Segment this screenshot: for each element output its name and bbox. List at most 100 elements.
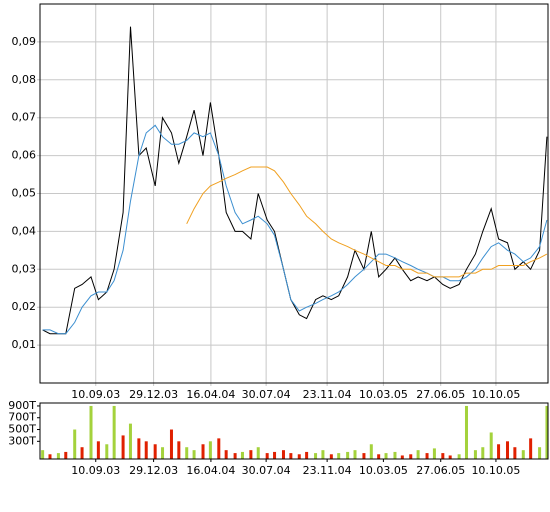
volume-bar <box>273 451 277 459</box>
x-tick-label: 10.10.05 <box>471 388 520 401</box>
volume-bar <box>137 438 141 459</box>
volume-bar <box>265 453 269 459</box>
volume-bar <box>441 453 445 459</box>
x-tick-label: 29.12.03 <box>129 388 178 401</box>
volume-bar <box>384 453 388 459</box>
price-line <box>42 26 548 335</box>
volume-bar <box>217 438 221 459</box>
volume-bar <box>457 454 461 459</box>
y-tick-label: 900T <box>8 399 36 412</box>
volume-bar <box>80 447 84 459</box>
y-tick-label: 0,03 <box>12 262 37 275</box>
volume-bar <box>73 429 77 459</box>
volume-bar <box>169 429 173 459</box>
volume-bar <box>233 453 237 459</box>
plot-frame <box>39 3 549 384</box>
volume-bar <box>400 455 404 459</box>
volume-bar <box>353 450 357 459</box>
price-line <box>42 124 548 335</box>
x-tick-label: 10.09.03 <box>71 388 120 401</box>
volume-bar <box>112 405 116 459</box>
volume-bar <box>177 441 181 459</box>
y-tick-label: 0,07 <box>12 111 37 124</box>
x-tick-label: 16.04.04 <box>186 388 235 401</box>
y-tick-label: 500T <box>8 423 36 436</box>
volume-bar <box>409 454 413 459</box>
x-tick-label: 27.06.05 <box>416 464 465 477</box>
volume-bar <box>256 447 260 459</box>
volume-bar <box>432 448 436 459</box>
volume-bar <box>297 454 301 459</box>
volume-bar <box>513 447 517 459</box>
volume-bar <box>281 450 285 459</box>
x-tick-label: 30.07.04 <box>242 464 291 477</box>
volume-bar <box>64 451 68 459</box>
y-tick-label: 0,02 <box>12 300 37 313</box>
volume-bar <box>89 405 93 459</box>
volume-bar <box>208 441 212 459</box>
volume-bar <box>201 444 205 459</box>
volume-bar <box>153 444 157 459</box>
volume-bar <box>521 450 525 459</box>
volume-bar <box>305 451 309 459</box>
volume-bar <box>321 450 325 459</box>
volume-bar <box>329 454 333 459</box>
volume-bar <box>481 447 485 459</box>
y-tick-label: 0,09 <box>12 35 37 48</box>
volume-bar <box>48 454 52 459</box>
x-tick-label: 29.12.03 <box>129 464 178 477</box>
x-tick-label: 10.10.05 <box>471 464 520 477</box>
volume-bar <box>377 454 381 459</box>
volume-bar <box>529 438 533 459</box>
volume-bar <box>121 435 125 459</box>
y-tick-label: 300T <box>8 434 36 447</box>
x-tick-label: 30.07.04 <box>242 388 291 401</box>
volume-bar <box>369 444 373 459</box>
volume-bar <box>56 453 60 459</box>
x-tick-label: 16.04.04 <box>186 464 235 477</box>
plot-frame <box>39 402 549 460</box>
x-tick-label: 23.11.04 <box>303 464 352 477</box>
volume-bar <box>192 450 196 459</box>
volume-bar <box>337 453 341 459</box>
volume-bar <box>538 447 542 459</box>
y-tick-label: 0,05 <box>12 187 37 200</box>
volume-bar <box>41 450 45 459</box>
volume-bar <box>289 453 293 459</box>
volume-bar <box>464 405 468 459</box>
volume-bar <box>240 451 244 459</box>
plot-area <box>39 402 549 460</box>
volume-bar <box>346 451 350 459</box>
volume-bar <box>96 441 100 459</box>
volume-bar <box>393 451 397 459</box>
x-tick-label: 10.03.05 <box>359 464 408 477</box>
volume-bar <box>425 453 429 459</box>
y-tick-label: 0,04 <box>12 224 37 237</box>
x-tick-label: 27.06.05 <box>416 388 465 401</box>
x-tick-label: 23.11.04 <box>303 388 352 401</box>
volume-bar <box>416 450 420 459</box>
volume-bar <box>497 444 501 459</box>
volume-bar <box>161 447 165 459</box>
y-tick-label: 700T <box>8 411 36 424</box>
volume-bar <box>545 405 549 459</box>
volume-bar <box>448 455 452 459</box>
y-tick-label: 0,08 <box>12 73 37 86</box>
volume-bar <box>185 447 189 459</box>
y-tick-label: 0,01 <box>12 338 37 351</box>
volume-bar <box>224 450 228 459</box>
price-line <box>186 166 548 278</box>
y-tick-label: 0,06 <box>12 149 37 162</box>
x-tick-label: 10.09.03 <box>71 464 120 477</box>
volume-bar <box>489 432 493 459</box>
volume-bar <box>362 453 366 459</box>
volume-bar <box>473 450 477 459</box>
volume-bar <box>105 444 109 459</box>
volume-bar <box>506 441 510 459</box>
volume-bar <box>249 450 253 459</box>
x-tick-label: 10.03.05 <box>359 388 408 401</box>
volume-bar <box>314 453 318 459</box>
volume-bar <box>144 441 148 459</box>
volume-bar <box>128 423 132 459</box>
